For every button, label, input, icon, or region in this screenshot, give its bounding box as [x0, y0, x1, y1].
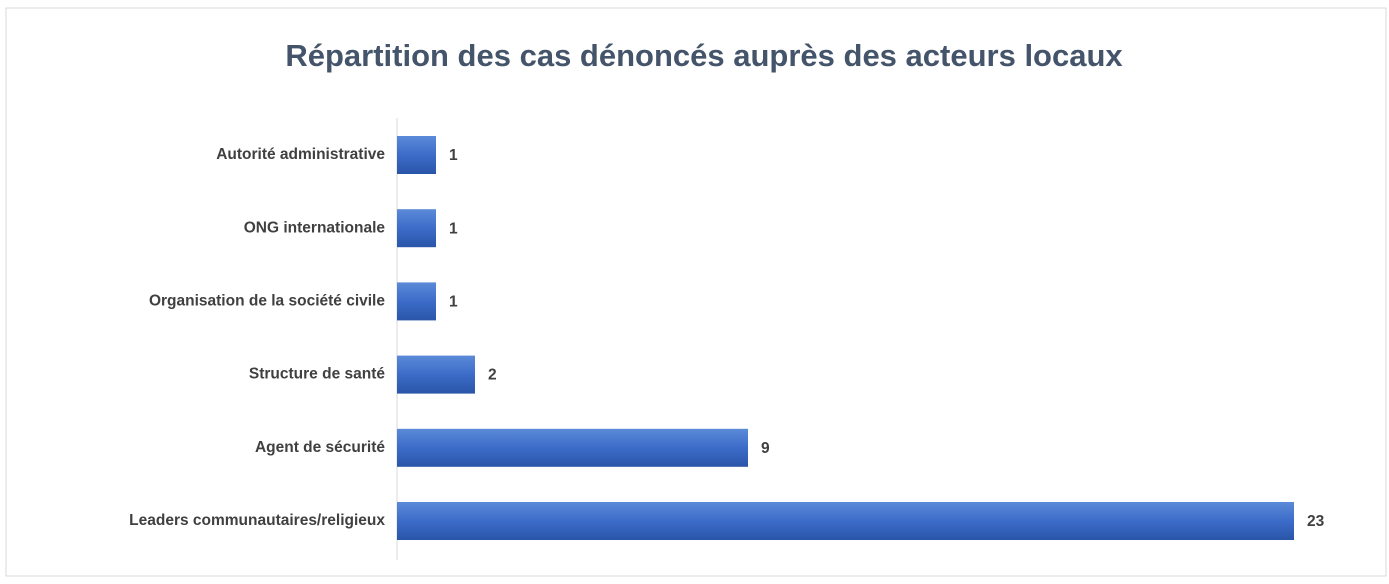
value-label: 1 [449, 220, 458, 237]
chart-title: Répartition des cas dénoncés auprès des … [285, 38, 1123, 73]
value-label: 1 [449, 293, 458, 310]
bar [397, 282, 436, 321]
bar [397, 502, 1294, 540]
category-label: Structure de santé [249, 366, 385, 383]
bar [397, 209, 436, 248]
value-label: 23 [1307, 513, 1325, 530]
category-label: Autorité administrative [216, 146, 385, 163]
bar [397, 355, 475, 394]
category-label: ONG internationale [244, 219, 386, 236]
value-label: 2 [488, 367, 497, 384]
bar [397, 136, 436, 174]
category-label: Organisation de la société civile [149, 292, 385, 309]
category-label: Leaders communautaires/religieux [129, 512, 385, 529]
chart-frame [5, 7, 1387, 577]
bar [397, 428, 748, 467]
value-label: 1 [449, 147, 458, 164]
value-label: 9 [761, 440, 770, 457]
category-label: Agent de sécurité [255, 439, 385, 456]
